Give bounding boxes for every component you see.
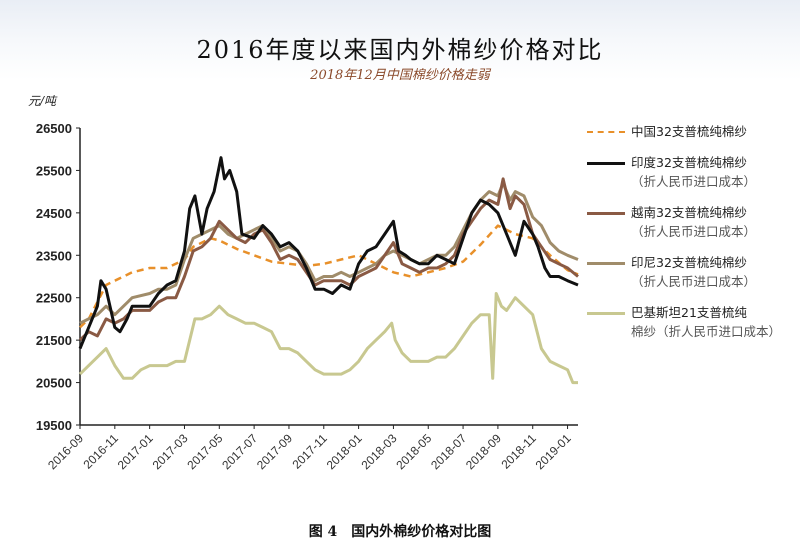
- legend-swatch: [587, 312, 625, 315]
- x-tick-label: 2018-05: [393, 431, 434, 472]
- y-tick-label: 24500: [36, 206, 72, 221]
- x-tick-label: 2018-09: [463, 431, 504, 472]
- y-axis-unit: 元/吨: [28, 94, 57, 108]
- y-tick-label: 21500: [36, 333, 72, 348]
- x-tick-label: 2017-01: [115, 431, 156, 472]
- legend-swatch: [587, 131, 625, 133]
- x-tick-label: 2017-03: [150, 431, 191, 472]
- figure-caption: 图 4 国内外棉纱价格对比图: [308, 524, 492, 540]
- legend-item: 巴基斯坦21支普梳纯棉纱（折人民币进口成本）: [587, 303, 792, 341]
- x-tick-label: 2017-05: [184, 431, 225, 472]
- legend-label: 巴基斯坦21支普梳纯: [631, 305, 747, 320]
- legend-label: 印度32支普梳纯棉纱: [631, 155, 747, 170]
- legend-sublabel: （折人民币进口成本）: [631, 174, 757, 189]
- x-tick-label: 2017-11: [289, 431, 330, 472]
- x-tick-label: 2018-03: [359, 431, 400, 472]
- x-tick-label: 2017-07: [219, 431, 260, 472]
- legend: 中国32支普梳纯棉纱 印度32支普梳纯棉纱 （折人民币进口成本） 越南32支普梳纯棉纱…: [587, 122, 792, 353]
- series-lines: [78, 156, 579, 385]
- y-tick-label: 25500: [36, 163, 72, 178]
- legend-label: 越南32支普梳纯棉纱: [631, 205, 747, 220]
- series-line-3: [79, 181, 579, 325]
- y-tick-label: 22500: [36, 291, 72, 306]
- x-tick-label: 2018-07: [428, 431, 469, 472]
- y-tick-label: 26500: [36, 121, 72, 136]
- y-tick-label: 19500: [36, 418, 72, 433]
- series-line-4: [78, 292, 578, 385]
- y-tick-label: 23500: [36, 248, 72, 263]
- legend-sublabel: 棉纱（折人民币进口成本）: [631, 324, 782, 339]
- legend-label: 中国32支普梳纯棉纱: [631, 124, 747, 139]
- x-tick-label: 2018-01: [324, 431, 365, 472]
- legend-sublabel: （折人民币进口成本）: [631, 224, 757, 239]
- legend-item: 中国32支普梳纯棉纱: [587, 122, 792, 141]
- series-line-0: [79, 224, 579, 329]
- y-tick-label: 20500: [36, 376, 72, 391]
- legend-item: 印尼32支普梳纯棉纱 （折人民币进口成本）: [587, 253, 792, 291]
- legend-swatch: [587, 262, 625, 265]
- legend-label: 印尼32支普梳纯棉纱: [631, 255, 747, 270]
- legend-sublabel: （折人民币进口成本）: [631, 274, 757, 289]
- legend-item: 印度32支普梳纯棉纱 （折人民币进口成本）: [587, 153, 792, 191]
- chart-subtitle: 2018年12月中国棉纱价格走弱: [310, 68, 490, 83]
- legend-item: 越南32支普梳纯棉纱 （折人民币进口成本）: [587, 203, 792, 241]
- series-line-2: [78, 177, 579, 342]
- x-tick-label: 2016-09: [45, 431, 86, 472]
- chart-title: 2016年度以来国内外棉纱价格对比: [196, 36, 604, 64]
- x-tick-label: 2017-09: [254, 431, 295, 472]
- x-tick-label: 2016-11: [81, 431, 122, 472]
- legend-swatch: [587, 162, 625, 165]
- series-line-1: [78, 156, 579, 350]
- legend-swatch: [587, 212, 625, 215]
- x-tick-label: 2018-11: [498, 431, 539, 472]
- x-tick-label: 2019-01: [533, 431, 574, 472]
